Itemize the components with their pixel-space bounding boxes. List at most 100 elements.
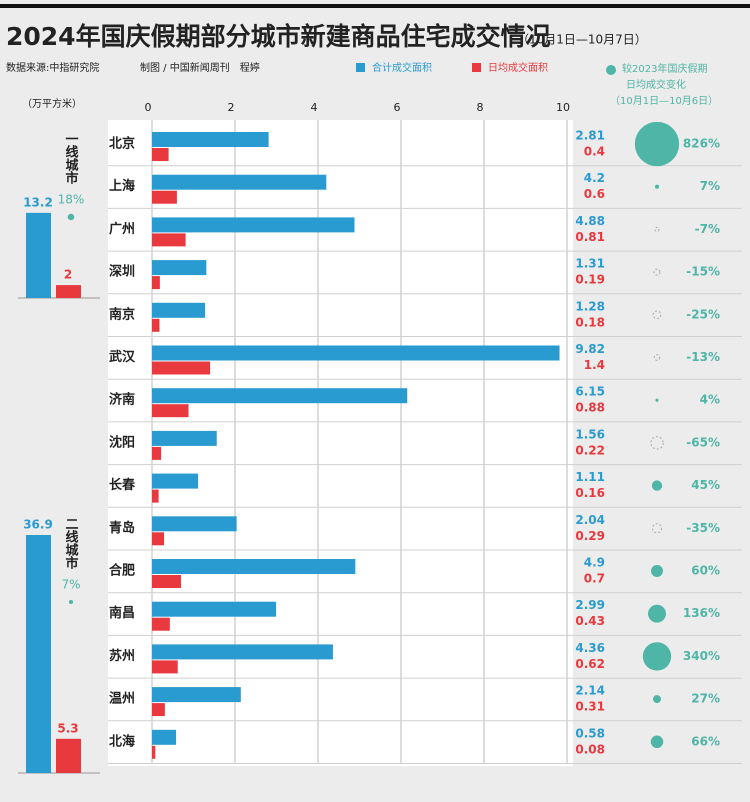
tier-value-label: 13.2 bbox=[23, 195, 53, 209]
bar bbox=[152, 345, 560, 361]
change-bubble bbox=[651, 480, 663, 491]
change-bubble bbox=[634, 121, 680, 167]
value-label: 2.99 bbox=[575, 598, 605, 612]
value-label: 1.56 bbox=[575, 427, 605, 441]
bar bbox=[152, 174, 327, 190]
value-label: 0.18 bbox=[575, 315, 605, 329]
value-label: 1.28 bbox=[575, 299, 605, 313]
bar bbox=[152, 361, 211, 375]
bar bbox=[152, 660, 178, 674]
category-label: 长春 bbox=[109, 477, 136, 493]
source: 数据来源:中指研究院 bbox=[6, 61, 99, 74]
value-label: 6.15 bbox=[575, 385, 605, 399]
tier-bar bbox=[56, 285, 81, 298]
bar bbox=[152, 473, 199, 489]
category-label: 上海 bbox=[109, 178, 135, 194]
bar bbox=[152, 745, 156, 759]
tier-change-label: 7% bbox=[61, 578, 80, 592]
value-label: 0.88 bbox=[575, 401, 605, 415]
change-bubble bbox=[654, 184, 660, 189]
tier-value-label: 2 bbox=[64, 268, 72, 282]
change-label: 4% bbox=[700, 393, 720, 407]
legend-label: 日均成交变化 bbox=[626, 78, 686, 91]
value-label: 1.31 bbox=[575, 257, 605, 271]
change-bubble bbox=[651, 523, 663, 534]
value-label: 2.04 bbox=[575, 513, 605, 527]
tier-name: 一线城市 bbox=[63, 132, 79, 185]
change-bubble bbox=[651, 565, 663, 577]
category-label: 北海 bbox=[109, 733, 135, 749]
x-tick-label: 8 bbox=[477, 101, 484, 114]
value-label: 0.6 bbox=[584, 187, 605, 201]
change-label: 136% bbox=[683, 606, 720, 620]
bar bbox=[152, 601, 277, 617]
change-label: 826% bbox=[683, 137, 720, 151]
value-label: 0.16 bbox=[575, 486, 605, 500]
change-label: 45% bbox=[691, 478, 720, 492]
chart-title: 2024年国庆假期部分城市新建商品住宅成交情况 bbox=[6, 22, 551, 51]
tier-value-label: 36.9 bbox=[23, 517, 53, 531]
change-label: 340% bbox=[683, 649, 720, 663]
value-label: 0.31 bbox=[575, 700, 605, 714]
category-label: 深圳 bbox=[109, 264, 135, 280]
bar bbox=[152, 617, 170, 631]
change-bubble bbox=[654, 226, 660, 232]
change-bubble bbox=[652, 310, 662, 320]
value-label: 1.4 bbox=[584, 358, 605, 372]
value-label: 4.2 bbox=[584, 171, 605, 185]
change-bubble bbox=[650, 436, 664, 450]
value-label: 2.81 bbox=[575, 129, 605, 143]
x-tick-label: 0 bbox=[145, 101, 152, 114]
value-label: 4.9 bbox=[584, 556, 605, 570]
bar bbox=[152, 404, 189, 418]
value-label: 0.29 bbox=[575, 529, 605, 543]
category-label: 广州 bbox=[109, 221, 135, 237]
change-label: 66% bbox=[691, 734, 720, 748]
change-label: -25% bbox=[686, 307, 720, 321]
change-label: -65% bbox=[686, 435, 720, 449]
bar bbox=[152, 446, 162, 460]
category-label: 南昌 bbox=[109, 605, 135, 621]
category-label: 青岛 bbox=[109, 520, 135, 536]
category-label: 北京 bbox=[109, 136, 135, 152]
legend-bubble bbox=[606, 65, 616, 75]
bar bbox=[152, 516, 237, 532]
bar bbox=[152, 233, 186, 247]
category-label: 苏州 bbox=[109, 648, 135, 664]
tier-bar bbox=[26, 212, 51, 298]
legend-swatch bbox=[356, 63, 365, 72]
value-label: 4.88 bbox=[575, 214, 605, 228]
value-label: 0.58 bbox=[575, 726, 605, 740]
change-label: 60% bbox=[691, 564, 720, 578]
x-tick-label: 6 bbox=[394, 101, 401, 114]
legend-swatch bbox=[472, 63, 481, 72]
bar bbox=[152, 532, 165, 546]
change-label: -35% bbox=[686, 521, 720, 535]
category-label: 合肥 bbox=[109, 563, 135, 579]
bar bbox=[152, 644, 333, 660]
value-label: 0.4 bbox=[584, 145, 605, 159]
change-label: 27% bbox=[691, 692, 720, 706]
bar bbox=[152, 276, 160, 290]
value-label: 0.43 bbox=[575, 614, 605, 628]
x-tick-label: 2 bbox=[228, 101, 235, 114]
bar bbox=[152, 318, 160, 332]
tier-change-bubble bbox=[67, 213, 75, 221]
unit-label: （万平方米） bbox=[22, 97, 82, 110]
bar bbox=[152, 687, 241, 703]
category-label: 武汉 bbox=[109, 349, 136, 365]
category-label: 南京 bbox=[109, 306, 135, 322]
change-bubble bbox=[653, 268, 661, 276]
value-label: 9.82 bbox=[575, 342, 605, 356]
value-label: 0.62 bbox=[575, 657, 605, 671]
legend-label: 合计成交面积 bbox=[372, 61, 432, 74]
change-bubble bbox=[650, 735, 664, 749]
value-label: 0.81 bbox=[575, 230, 605, 244]
bar bbox=[152, 559, 356, 574]
top-rule bbox=[0, 4, 750, 8]
tier-bar bbox=[56, 738, 81, 773]
change-label: -13% bbox=[686, 350, 720, 364]
x-tick-label: 4 bbox=[311, 101, 318, 114]
bar bbox=[152, 260, 207, 276]
tier-value-label: 5.3 bbox=[57, 721, 78, 735]
